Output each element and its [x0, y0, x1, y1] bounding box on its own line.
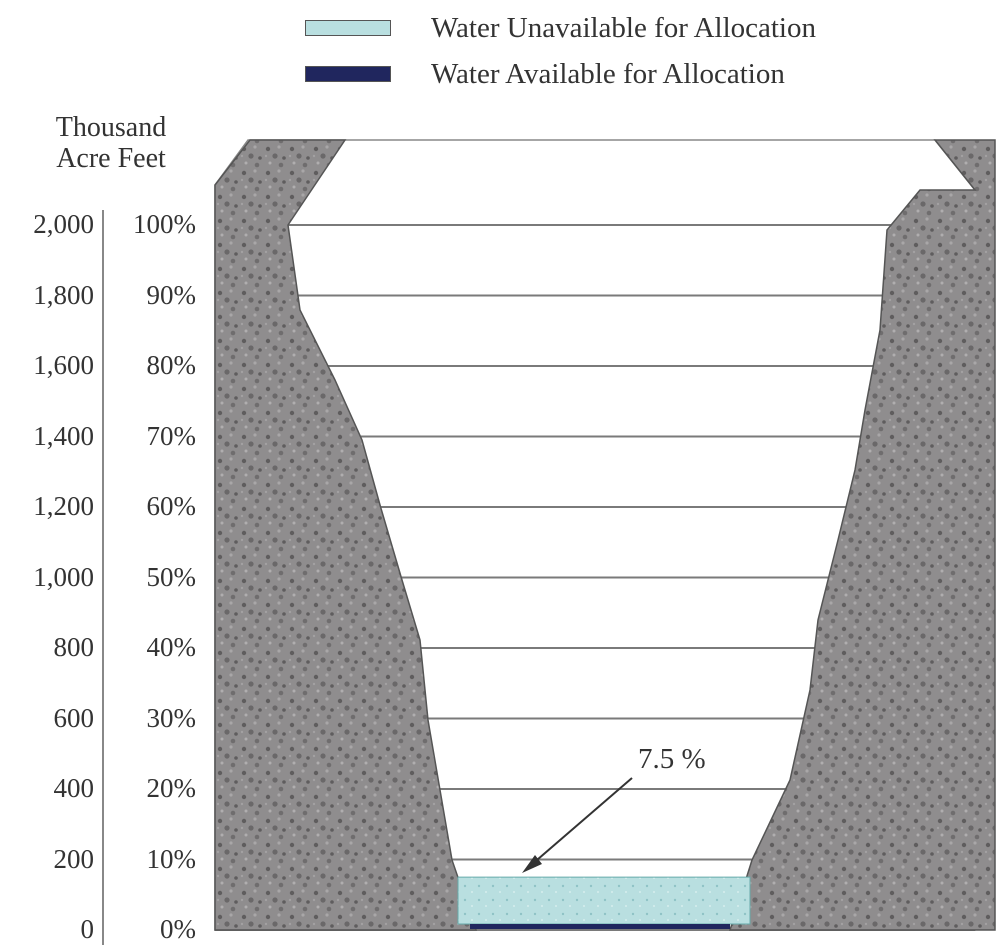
water-unavailable-area [457, 876, 751, 925]
right-axis-tick-label: 20% [146, 773, 197, 803]
percent-annotation: 7.5 % [638, 743, 706, 775]
left-axis-tick-label: 1,000 [33, 561, 94, 592]
annotation-arrow-line [529, 777, 633, 867]
right-axis-tick-label: 60% [146, 491, 197, 521]
legend-item-available: Water Available for Allocation [305, 54, 785, 94]
legend-label-available: Water Available for Allocation [431, 57, 785, 90]
legend-swatch-unavailable [305, 20, 391, 36]
left-axis-tick-label: 200 [53, 843, 95, 874]
right-axis-tick-label: 70% [146, 420, 197, 451]
annotation-arrow-head [522, 855, 542, 873]
left-axis-tick-label: 1,200 [33, 491, 94, 521]
legend-item-unavailable: Water Unavailable for Allocation [305, 8, 816, 48]
right-canyon-wall [728, 139, 996, 931]
left-axis-tick-label: 800 [53, 632, 95, 662]
y-axis-unit-label: Thousand Acre Feet [36, 112, 186, 174]
left-axis-tick-label: 400 [53, 773, 95, 803]
right-axis-tick-label: 90% [146, 279, 197, 310]
y-axis-unit-line-2: Acre Feet [56, 143, 166, 174]
left-axis-tick-label: 1,800 [33, 279, 94, 310]
left-axis-tick-label: 2,000 [33, 209, 94, 239]
legend-swatch-available [305, 66, 391, 82]
left-axis-tick-label: 600 [53, 702, 95, 733]
legend-label-unavailable: Water Unavailable for Allocation [431, 11, 816, 44]
right-axis-tick-label: 0% [160, 914, 196, 944]
left-axis-tick-label: 1,600 [33, 350, 94, 380]
right-axis-tick-label: 30% [146, 702, 197, 733]
right-axis-tick-label: 100% [133, 209, 196, 239]
right-axis-tick-label: 50% [146, 561, 197, 592]
right-axis-tick-label: 40% [146, 632, 197, 662]
water-available-area [470, 924, 730, 929]
left-axis-tick-label: 1,400 [33, 420, 94, 451]
right-axis-tick-label: 10% [146, 843, 197, 874]
left-axis-tick-label: 0 [80, 914, 95, 944]
y-axis-unit-line-1: Thousand [55, 112, 167, 143]
right-axis-tick-label: 80% [146, 350, 197, 380]
